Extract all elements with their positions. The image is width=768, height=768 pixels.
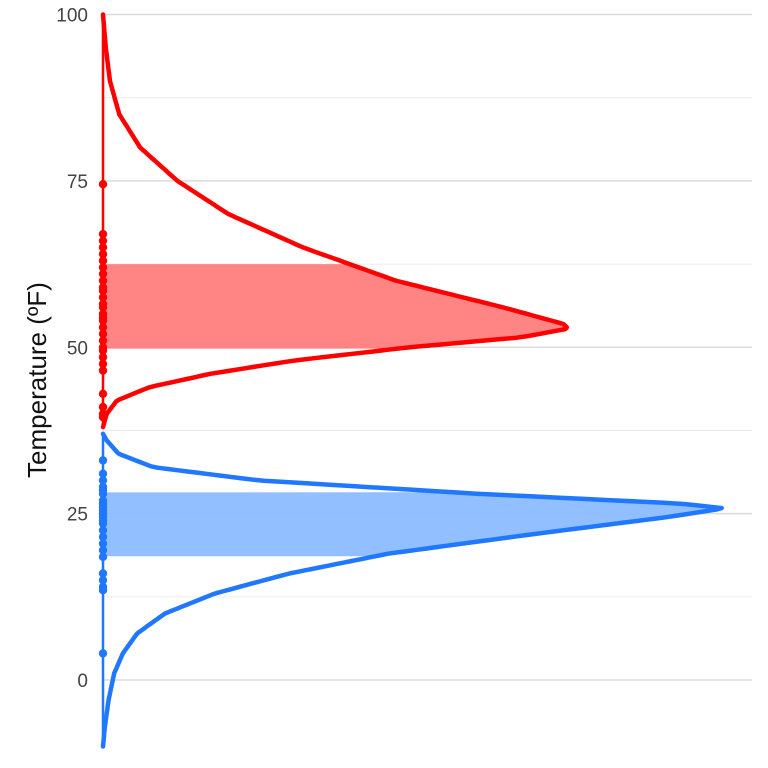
density-curve-1 [100,431,724,749]
iqr-bands [103,264,724,557]
y-axis: 0 25 50 75 100 [56,6,88,693]
iqr-band-1 [103,492,724,557]
y-tick-label: 75 [67,172,88,193]
y-tick-label: 0 [77,671,88,692]
y-tick-label: 25 [67,505,88,526]
density-curves [100,12,724,749]
y-tick-label: 100 [56,6,88,27]
iqr-band-0 [103,264,568,349]
y-axis-title: Temperature (ºF) [22,282,52,478]
density-curve-0 [100,12,570,430]
y-tick-label: 50 [67,338,88,359]
